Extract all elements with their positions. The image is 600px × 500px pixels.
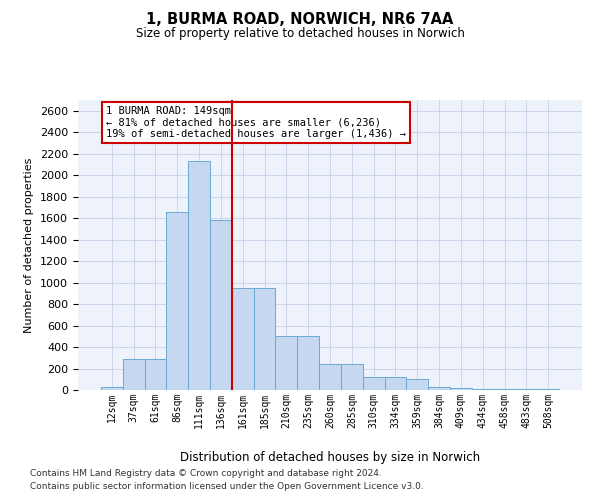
Bar [166, 212, 188, 390]
Bar [385, 377, 406, 390]
Bar [254, 288, 275, 390]
Bar [363, 377, 385, 390]
Text: Contains HM Land Registry data © Crown copyright and database right 2024.: Contains HM Land Registry data © Crown c… [30, 468, 382, 477]
Y-axis label: Number of detached properties: Number of detached properties [25, 158, 34, 332]
Bar [188, 161, 210, 390]
Bar [428, 387, 450, 390]
Text: Contains public sector information licensed under the Open Government Licence v3: Contains public sector information licen… [30, 482, 424, 491]
Bar [275, 336, 297, 390]
Bar [450, 388, 472, 390]
Text: 1 BURMA ROAD: 149sqm
← 81% of detached houses are smaller (6,236)
19% of semi-de: 1 BURMA ROAD: 149sqm ← 81% of detached h… [106, 106, 406, 139]
Text: 1, BURMA ROAD, NORWICH, NR6 7AA: 1, BURMA ROAD, NORWICH, NR6 7AA [146, 12, 454, 28]
Bar [319, 364, 341, 390]
Bar [145, 359, 166, 390]
Bar [101, 387, 123, 390]
Bar [297, 336, 319, 390]
Bar [210, 220, 232, 390]
Bar [341, 364, 363, 390]
Bar [123, 359, 145, 390]
Bar [406, 380, 428, 390]
Bar [232, 288, 254, 390]
Text: Size of property relative to detached houses in Norwich: Size of property relative to detached ho… [136, 28, 464, 40]
Text: Distribution of detached houses by size in Norwich: Distribution of detached houses by size … [180, 451, 480, 464]
Bar [472, 389, 494, 390]
